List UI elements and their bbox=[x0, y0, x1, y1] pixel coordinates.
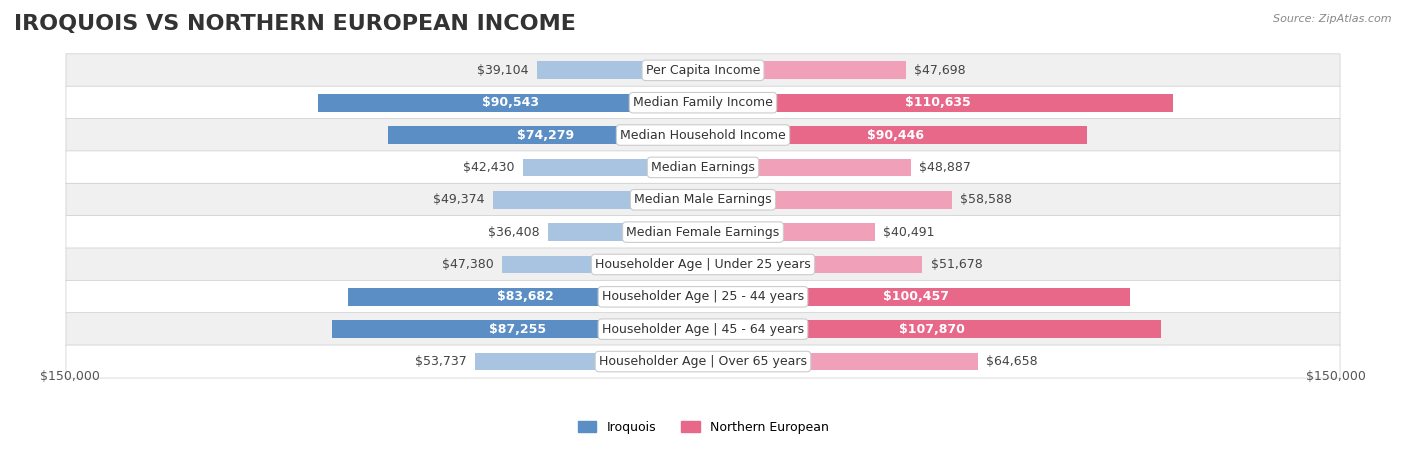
FancyBboxPatch shape bbox=[66, 119, 1340, 152]
Text: $42,430: $42,430 bbox=[463, 161, 515, 174]
Text: $39,104: $39,104 bbox=[477, 64, 529, 77]
FancyBboxPatch shape bbox=[66, 280, 1340, 313]
Text: $48,887: $48,887 bbox=[920, 161, 972, 174]
Bar bbox=[537, 62, 703, 79]
FancyBboxPatch shape bbox=[66, 313, 1340, 346]
Text: $51,678: $51,678 bbox=[931, 258, 983, 271]
Bar bbox=[703, 320, 1161, 338]
Bar bbox=[502, 255, 703, 273]
Text: Householder Age | Under 25 years: Householder Age | Under 25 years bbox=[595, 258, 811, 271]
FancyBboxPatch shape bbox=[66, 248, 1340, 281]
Text: Source: ZipAtlas.com: Source: ZipAtlas.com bbox=[1274, 14, 1392, 24]
FancyBboxPatch shape bbox=[66, 86, 1340, 119]
Text: $49,374: $49,374 bbox=[433, 193, 485, 206]
Bar bbox=[703, 288, 1129, 306]
Text: Median Household Income: Median Household Income bbox=[620, 128, 786, 142]
Text: $53,737: $53,737 bbox=[415, 355, 467, 368]
Text: $107,870: $107,870 bbox=[898, 323, 965, 336]
FancyBboxPatch shape bbox=[66, 345, 1340, 378]
Bar bbox=[703, 158, 911, 177]
Bar bbox=[703, 353, 977, 370]
Text: $47,380: $47,380 bbox=[441, 258, 494, 271]
Bar bbox=[388, 126, 703, 144]
Bar bbox=[319, 94, 703, 112]
Bar bbox=[703, 255, 922, 273]
Text: $83,682: $83,682 bbox=[496, 290, 554, 304]
Bar bbox=[347, 288, 703, 306]
Bar bbox=[548, 223, 703, 241]
Text: $150,000: $150,000 bbox=[41, 369, 100, 382]
Text: Householder Age | Over 65 years: Householder Age | Over 65 years bbox=[599, 355, 807, 368]
Text: $100,457: $100,457 bbox=[883, 290, 949, 304]
Text: $40,491: $40,491 bbox=[883, 226, 935, 239]
Text: Median Family Income: Median Family Income bbox=[633, 96, 773, 109]
Legend: Iroquois, Northern European: Iroquois, Northern European bbox=[572, 416, 834, 439]
Bar bbox=[703, 94, 1173, 112]
Bar bbox=[703, 126, 1087, 144]
Text: $74,279: $74,279 bbox=[517, 128, 574, 142]
Text: $36,408: $36,408 bbox=[488, 226, 540, 239]
Text: IROQUOIS VS NORTHERN EUROPEAN INCOME: IROQUOIS VS NORTHERN EUROPEAN INCOME bbox=[14, 14, 576, 34]
Text: $87,255: $87,255 bbox=[489, 323, 547, 336]
Text: Median Female Earnings: Median Female Earnings bbox=[627, 226, 779, 239]
Text: Householder Age | 45 - 64 years: Householder Age | 45 - 64 years bbox=[602, 323, 804, 336]
Text: $150,000: $150,000 bbox=[1306, 369, 1365, 382]
Bar bbox=[332, 320, 703, 338]
FancyBboxPatch shape bbox=[66, 54, 1340, 87]
Bar bbox=[494, 191, 703, 209]
Text: $58,588: $58,588 bbox=[960, 193, 1012, 206]
Text: Householder Age | 25 - 44 years: Householder Age | 25 - 44 years bbox=[602, 290, 804, 304]
Bar bbox=[703, 223, 875, 241]
FancyBboxPatch shape bbox=[66, 216, 1340, 248]
Text: Median Male Earnings: Median Male Earnings bbox=[634, 193, 772, 206]
Text: $47,698: $47,698 bbox=[914, 64, 966, 77]
FancyBboxPatch shape bbox=[66, 151, 1340, 184]
Text: Per Capita Income: Per Capita Income bbox=[645, 64, 761, 77]
Bar bbox=[523, 158, 703, 177]
Text: $90,543: $90,543 bbox=[482, 96, 540, 109]
FancyBboxPatch shape bbox=[66, 183, 1340, 216]
Bar bbox=[475, 353, 703, 370]
Text: $64,658: $64,658 bbox=[986, 355, 1038, 368]
Bar bbox=[703, 191, 952, 209]
Bar bbox=[703, 62, 905, 79]
Text: $110,635: $110,635 bbox=[905, 96, 970, 109]
Text: Median Earnings: Median Earnings bbox=[651, 161, 755, 174]
Text: $90,446: $90,446 bbox=[866, 128, 924, 142]
